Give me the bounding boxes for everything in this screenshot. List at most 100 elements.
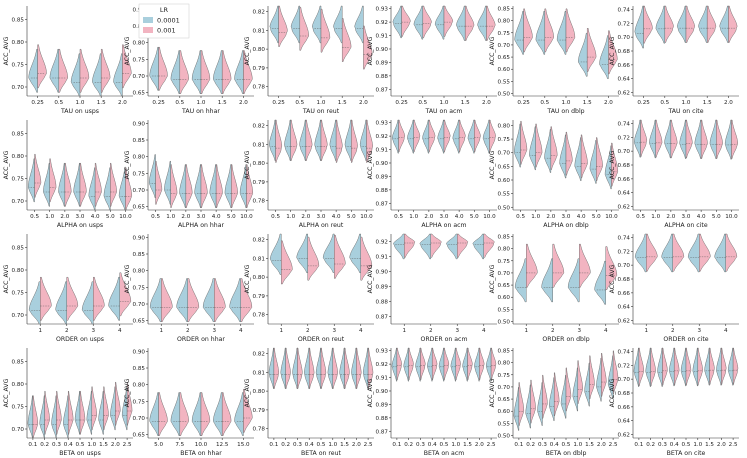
violin-half-001 (479, 347, 485, 381)
y-tick-label: 0.70 (133, 302, 146, 308)
x-tick-label: 1.5 (703, 100, 712, 106)
x-tick-label: 4.0 (91, 214, 100, 220)
x-tick-label: 0.5 (418, 100, 427, 106)
violin-half-001 (360, 236, 373, 281)
x-axis-label: ALPHA on acm (421, 222, 466, 229)
panel-alpha-on-hhar: 0.65 0.70 0.75 0.80 0.85 0.90 ACC_AVG ALPHA on … (124, 120, 254, 229)
panel-tau-on-dblp: 0.50 0.55 0.60 0.65 0.70 0.75 0.80 0.85 ACC_AVG T… (489, 6, 619, 115)
panel-beta-on-dblp: 0.50 0.55 0.60 0.65 0.70 0.75 0.80 0.85 ACC_AVG B… (489, 348, 619, 457)
violin-half-001 (273, 347, 280, 389)
y-tick-label: 0.80 (498, 123, 511, 129)
panel-alpha-on-usps: 0.70 0.75 0.80 0.85 ACC_AVG ALPHA on usps 0.5 1… (3, 120, 133, 229)
violin-half-001 (699, 233, 711, 272)
violin-half-001 (565, 8, 576, 53)
violin-half-001 (398, 119, 406, 153)
y-tick-label: 0.72 (618, 249, 630, 255)
violin-half-0001 (39, 395, 45, 439)
violin-half-001 (732, 347, 739, 385)
violin-half-001 (49, 158, 57, 203)
y-tick-label: 0.65 (133, 91, 146, 97)
violin-half-0001 (98, 390, 104, 435)
y-tick-label: 0.82 (253, 352, 265, 358)
x-tick-label: 12.5 (216, 442, 229, 448)
violin-half-0001 (27, 395, 34, 439)
x-tick-label: 1.5 (585, 442, 594, 448)
violin-half-001 (672, 233, 685, 272)
x-tick-label: 3.0 (682, 214, 691, 220)
violin-half-0001 (170, 50, 181, 94)
y-axis-label: ACC_AVG (609, 378, 616, 407)
x-tick-label: 1.0 (693, 442, 702, 448)
violin-half-001 (483, 233, 495, 258)
x-tick-label: 1.5 (99, 442, 108, 448)
violin-half-001 (285, 347, 291, 389)
violin-half-0001 (333, 5, 343, 44)
x-tick-label: 0.2 (646, 442, 655, 448)
violin-half-001 (413, 119, 421, 153)
x-tick-label: 0.3 (416, 442, 425, 448)
y-tick-label: 0.79 (253, 408, 266, 414)
x-tick-label: 4.0 (332, 214, 341, 220)
violin-half-0001 (92, 53, 102, 97)
violin-half-0001 (113, 53, 123, 97)
y-tick-label: 0.62 (618, 91, 630, 97)
y-tick-label: 0.68 (618, 391, 631, 397)
x-tick-label: 0.4 (428, 442, 437, 448)
violin-half-001 (200, 164, 208, 208)
violin-half-0001 (403, 347, 409, 382)
y-axis-label: ACC_AVG (367, 378, 374, 407)
violin-half-001 (320, 119, 328, 161)
x-tick-label: 1.0 (562, 100, 571, 106)
y-tick-label: 0.82 (253, 10, 265, 16)
x-tick-label: 0.5 (394, 214, 403, 220)
violin-half-0001 (149, 278, 162, 322)
violin-half-001 (214, 278, 226, 322)
x-tick-label: 3 (332, 328, 336, 334)
y-tick-label: 0.78 (253, 427, 266, 433)
violin-half-0001 (596, 357, 602, 402)
violin-half-0001 (559, 134, 567, 179)
y-tick-label: 0.88 (376, 188, 389, 194)
x-axis-label: ORDER on reut (298, 336, 345, 343)
x-tick-label: 2 (65, 328, 69, 334)
y-tick-label: 0.75 (133, 57, 146, 63)
violin-half-001 (320, 347, 327, 389)
violin-half-0001 (714, 233, 726, 273)
violin-half-0001 (269, 119, 276, 161)
violin-half-0001 (209, 164, 217, 208)
y-tick-label: 0.79 (253, 294, 266, 300)
x-axis-label: TAU on usps (60, 108, 99, 115)
violin-half-001 (37, 44, 47, 89)
x-axis-label: ORDER on usps (56, 336, 104, 343)
x-axis-label: BETA on dblp (546, 450, 587, 457)
violin-half-001 (344, 347, 350, 389)
violin-half-0001 (413, 5, 424, 40)
x-tick-label: 2.0 (359, 100, 368, 106)
panel-order-on-reut: 0.78 0.79 0.80 0.81 0.82 ACC_AVG ORDER on reut… (244, 233, 374, 343)
y-axis-label: ACC_AVG (124, 36, 131, 65)
violin-half-0001 (392, 5, 402, 39)
violin-half-001 (240, 278, 253, 322)
x-axis-label: TAU on acm (425, 108, 463, 115)
violin-half-0001 (664, 119, 672, 159)
y-tick-label: 0.78 (253, 199, 266, 205)
x-tick-label: 0.1 (514, 442, 523, 448)
y-axis-label: ACC_AVG (124, 378, 131, 407)
y-tick-label: 0.88 (376, 74, 389, 80)
x-tick-label: 2 (671, 328, 675, 334)
y-tick-label: 0.85 (12, 360, 25, 366)
violin-half-001 (40, 276, 52, 321)
violin-half-0001 (268, 347, 275, 389)
y-tick-label: 0.70 (498, 271, 511, 277)
y-tick-label: 0.60 (498, 295, 511, 301)
x-tick-label: 0.5 (682, 442, 691, 448)
violin-half-0001 (474, 347, 480, 382)
x-tick-label: 0.2 (40, 442, 49, 448)
violin-half-001 (467, 347, 473, 381)
y-tick-label: 0.65 (133, 319, 146, 325)
x-tick-label: 4.0 (212, 214, 221, 220)
x-tick-label: 2 (186, 328, 190, 334)
violin-half-001 (187, 278, 200, 322)
x-tick-label: 1 (644, 328, 648, 334)
